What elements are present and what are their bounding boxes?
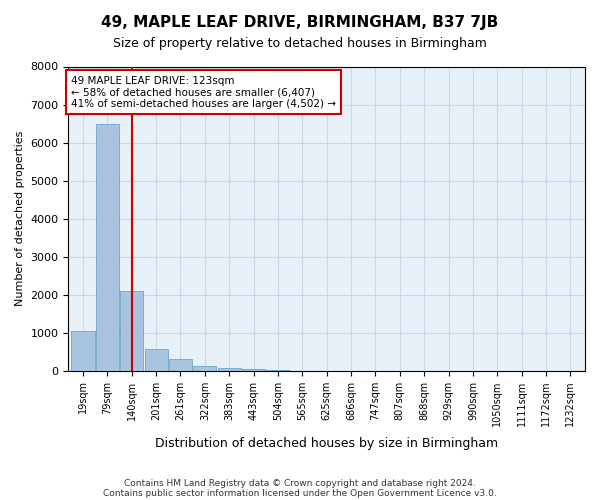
- Text: Contains public sector information licensed under the Open Government Licence v3: Contains public sector information licen…: [103, 488, 497, 498]
- Bar: [193, 366, 217, 370]
- Bar: [71, 330, 95, 370]
- Bar: [169, 359, 192, 370]
- Y-axis label: Number of detached properties: Number of detached properties: [15, 131, 25, 306]
- Bar: [242, 369, 265, 370]
- Text: 49, MAPLE LEAF DRIVE, BIRMINGHAM, B37 7JB: 49, MAPLE LEAF DRIVE, BIRMINGHAM, B37 7J…: [101, 15, 499, 30]
- Bar: [218, 368, 241, 370]
- Text: 49 MAPLE LEAF DRIVE: 123sqm
← 58% of detached houses are smaller (6,407)
41% of : 49 MAPLE LEAF DRIVE: 123sqm ← 58% of det…: [71, 76, 336, 109]
- X-axis label: Distribution of detached houses by size in Birmingham: Distribution of detached houses by size …: [155, 437, 498, 450]
- Text: Size of property relative to detached houses in Birmingham: Size of property relative to detached ho…: [113, 38, 487, 51]
- Bar: [120, 291, 143, 370]
- Bar: [96, 124, 119, 370]
- Bar: [145, 349, 168, 370]
- Text: Contains HM Land Registry data © Crown copyright and database right 2024.: Contains HM Land Registry data © Crown c…: [124, 478, 476, 488]
